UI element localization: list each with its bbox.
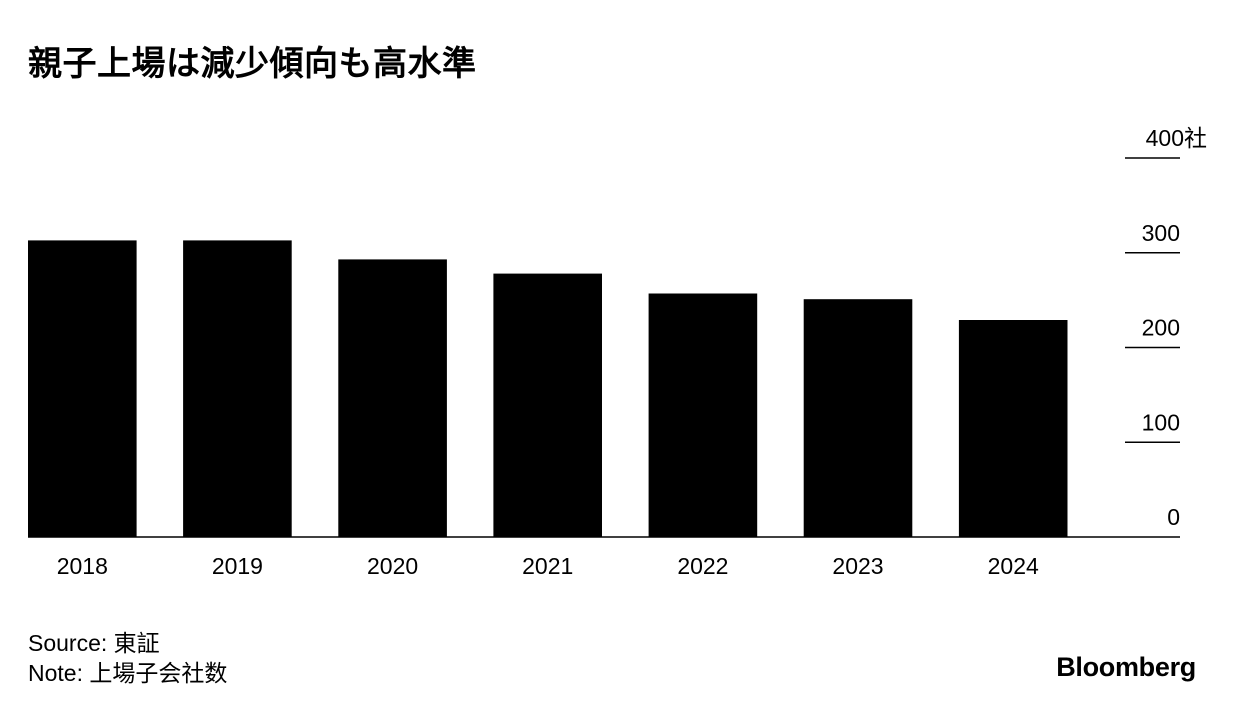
bar-2022 — [648, 293, 758, 537]
x-axis: 2018 2019 2020 2021 2022 2023 2024 — [28, 536, 1180, 579]
source-note: Source: 東証 — [28, 630, 160, 656]
bloomberg-logo: Bloomberg — [1056, 652, 1196, 682]
bar-2023 — [803, 299, 913, 537]
y-tick-label: 300 — [1142, 220, 1180, 246]
x-tick-label: 2024 — [988, 553, 1039, 579]
x-tick-label: 2020 — [367, 553, 418, 579]
y-tick-label: 400社 — [1146, 125, 1207, 151]
x-tick-label: 2023 — [832, 553, 883, 579]
bar-2020 — [338, 259, 447, 537]
bar-2018 — [28, 240, 137, 537]
bar-2019 — [183, 240, 292, 537]
y-tick-label: 0 — [1167, 504, 1180, 530]
y-axis: 0 100 200 300 400社 — [1125, 125, 1207, 530]
bar-2021 — [493, 273, 602, 537]
bar-2024 — [958, 320, 1068, 537]
x-tick-label: 2021 — [522, 553, 573, 579]
y-tick-label: 200 — [1142, 315, 1180, 341]
x-tick-label: 2019 — [212, 553, 263, 579]
x-tick-label: 2018 — [57, 553, 108, 579]
note-text: Note: 上場子会社数 — [28, 660, 228, 686]
bars-group — [28, 240, 1068, 537]
x-tick-label: 2022 — [677, 553, 728, 579]
y-tick-label: 100 — [1142, 409, 1180, 435]
chart-footer: Source: 東証 Note: 上場子会社数 — [28, 628, 227, 688]
chart-title: 親子上場は減少傾向も高水準 — [28, 44, 477, 84]
